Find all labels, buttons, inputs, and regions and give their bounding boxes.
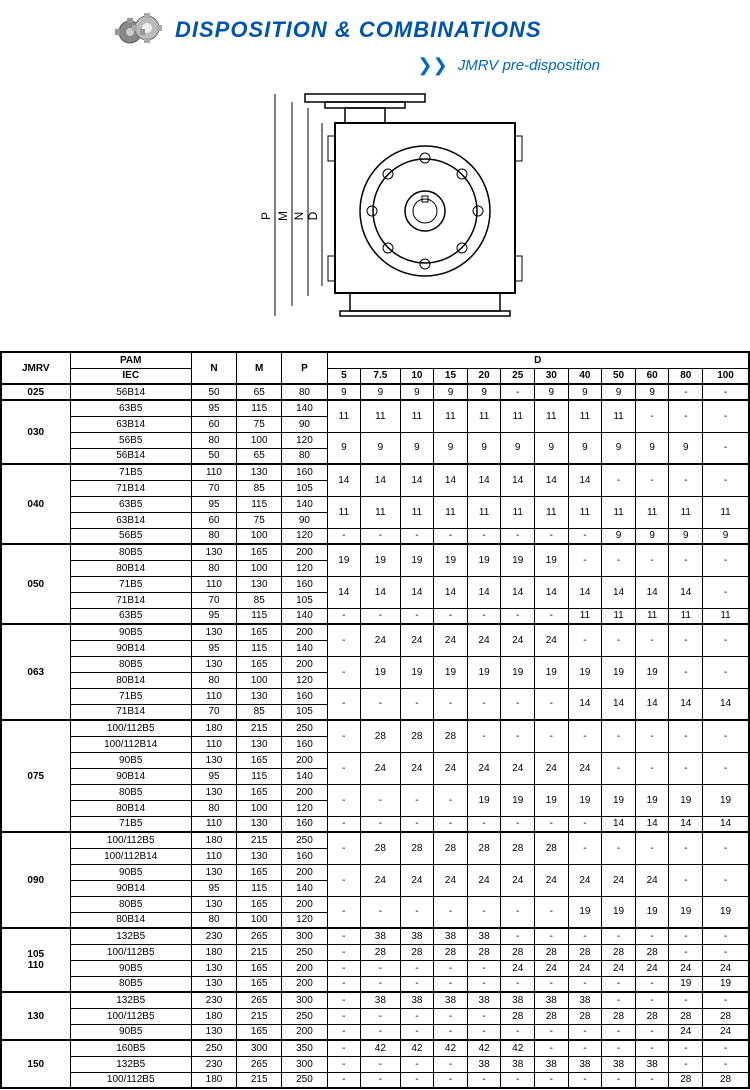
th-d-20: 20 (467, 368, 501, 384)
iec: 80B5 (70, 784, 191, 800)
iec: 90B5 (70, 624, 191, 640)
th-d-5: 5 (327, 368, 361, 384)
iec: 132B5 (70, 928, 191, 944)
iec: 90B14 (70, 880, 191, 896)
page-title: DISPOSITION & COMBINATIONS (175, 17, 542, 43)
svg-text:D: D (306, 211, 320, 220)
th-m: M (237, 352, 282, 384)
jmrv-030: 030 (1, 400, 70, 464)
iec: 80B5 (70, 976, 191, 992)
page-subtitle: JMRV pre-disposition (458, 57, 600, 74)
iec: 80B5 (70, 544, 191, 560)
iec: 56B14 (70, 448, 191, 464)
iec: 71B5 (70, 464, 191, 480)
chevron-down-icon: ❯❯ (418, 55, 448, 76)
gear-icon (115, 10, 165, 50)
iec: 100/112B14 (70, 848, 191, 864)
th-d-15: 15 (434, 368, 468, 384)
iec: 90B5 (70, 1024, 191, 1040)
th-d-60: 60 (635, 368, 669, 384)
th-d-100: 100 (703, 368, 749, 384)
iec: 63B14 (70, 416, 191, 432)
iec: 80B14 (70, 560, 191, 576)
iec: 90B5 (70, 752, 191, 768)
iec: 56B14 (70, 384, 191, 400)
iec: 100/112B5 (70, 944, 191, 960)
th-d-25: 25 (501, 368, 535, 384)
iec: 90B14 (70, 768, 191, 784)
th-d-10: 10 (400, 368, 434, 384)
th-pam: PAM (70, 352, 191, 368)
th-p: P (282, 352, 327, 384)
technical-diagram: P M N D (0, 86, 750, 331)
th-d-30: 30 (535, 368, 569, 384)
svg-text:N: N (292, 212, 306, 221)
jmrv-130: 130 (1, 992, 70, 1040)
iec: 100/112B5 (70, 720, 191, 736)
iec: 100/112B5 (70, 1072, 191, 1088)
iec: 80B14 (70, 800, 191, 816)
iec: 90B5 (70, 960, 191, 976)
iec: 71B14 (70, 592, 191, 608)
iec: 80B14 (70, 672, 191, 688)
iec: 90B14 (70, 640, 191, 656)
jmrv-050: 050 (1, 544, 70, 624)
jmrv-040: 040 (1, 464, 70, 544)
spec-table: JMRVPAMNMPD IEC 57.5101520253040506080100 0… (0, 351, 750, 1089)
iec: 100/112B5 (70, 832, 191, 848)
iec: 80B14 (70, 912, 191, 928)
iec: 71B5 (70, 688, 191, 704)
jmrv-150: 150 (1, 1040, 70, 1088)
iec: 100/112B14 (70, 736, 191, 752)
svg-text:P: P (259, 212, 273, 220)
th-n: N (191, 352, 236, 384)
jmrv-090: 090 (1, 832, 70, 928)
iec: 80B5 (70, 656, 191, 672)
iec: 63B14 (70, 512, 191, 528)
jmrv-105 110: 105110 (1, 928, 70, 992)
header: DISPOSITION & COMBINATIONS (0, 0, 750, 55)
th-d-40: 40 (568, 368, 602, 384)
iec: 132B5 (70, 992, 191, 1008)
th-d: D (327, 352, 749, 368)
iec: 71B14 (70, 480, 191, 496)
iec: 100/112B5 (70, 1008, 191, 1024)
th-d-7.5: 7.5 (361, 368, 400, 384)
jmrv-075: 075 (1, 720, 70, 832)
jmrv-063: 063 (1, 624, 70, 720)
iec: 56B5 (70, 528, 191, 544)
th-iec: IEC (70, 368, 191, 384)
iec: 132B5 (70, 1056, 191, 1072)
iec: 71B5 (70, 816, 191, 832)
th-d-80: 80 (669, 368, 703, 384)
iec: 90B5 (70, 864, 191, 880)
th-jmrv: JMRV (1, 352, 70, 384)
subtitle-row: ❯❯ JMRV pre-disposition (0, 55, 750, 76)
iec: 63B5 (70, 400, 191, 416)
iec: 63B5 (70, 496, 191, 512)
iec: 63B5 (70, 608, 191, 624)
svg-text:M: M (276, 211, 290, 221)
jmrv-025: 025 (1, 384, 70, 400)
iec: 56B5 (70, 432, 191, 448)
iec: 160B5 (70, 1040, 191, 1056)
iec: 71B5 (70, 576, 191, 592)
iec: 80B5 (70, 896, 191, 912)
iec: 71B14 (70, 704, 191, 720)
th-d-50: 50 (602, 368, 636, 384)
